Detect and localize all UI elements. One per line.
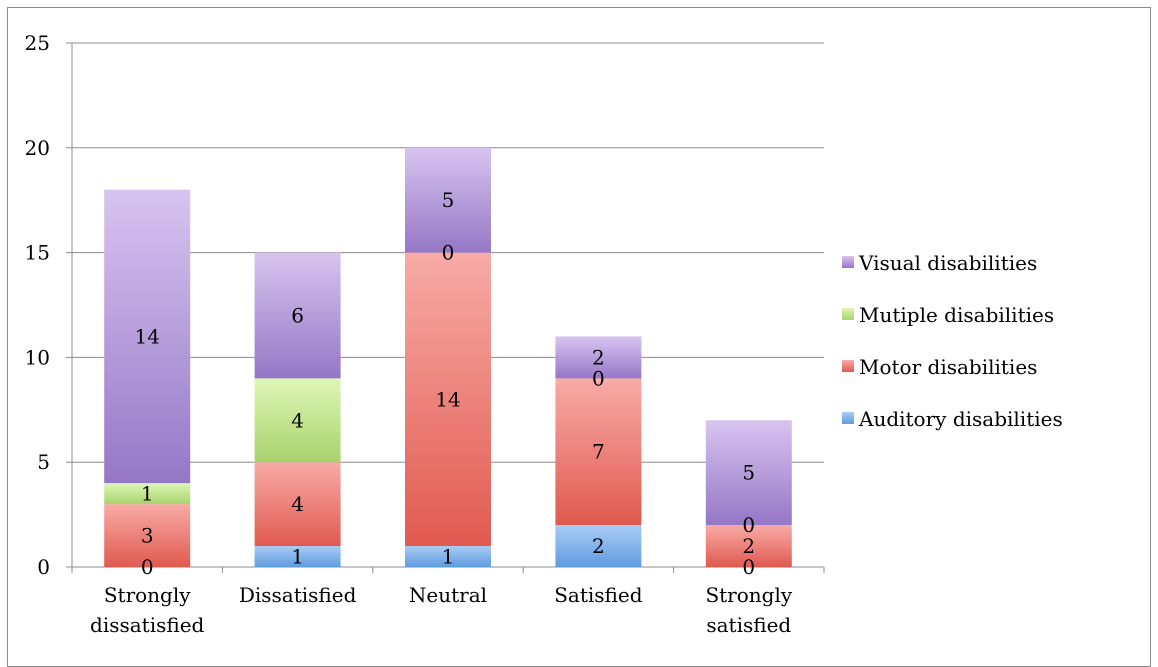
bar-auditory-disabilities-neutral (405, 546, 491, 567)
data-label-auditory-disabilities-neutral: 1 (442, 545, 455, 569)
data-label-visual-disabilities-dissatisfied: 6 (291, 303, 304, 327)
data-label-visual-disabilities-strongly-satisfied: 5 (742, 461, 755, 485)
y-tick-label-0: 0 (37, 555, 50, 579)
y-tick-label-25: 25 (25, 31, 50, 55)
bar-auditory-disabilities-satisfied (555, 525, 642, 567)
bar-mutiple-disabilities-strongly-dissatisfied (104, 483, 191, 505)
data-label-auditory-disabilities-strongly-satisfied: 0 (742, 555, 755, 579)
legend: Visual disabilities Mutiple disabilities M… (842, 251, 1063, 431)
bar-mutiple-disabilities-dissatisfied (254, 378, 341, 463)
bar-motor-disabilities-strongly-satisfied (705, 525, 792, 567)
legend-swatch-motor-disabilities (842, 360, 854, 372)
legend-label-visual-disabilities: Visual disabilities (858, 251, 1037, 275)
x-tick-label-strongly-satisfied: Strongly satisfied (705, 583, 792, 637)
data-label-mutiple-disabilities-neutral: 0 (442, 241, 455, 265)
legend-label-auditory-disabilities: Auditory disabilities (858, 407, 1063, 431)
legend-swatch-visual-disabilities (842, 256, 854, 268)
bar-auditory-disabilities-dissatisfied (254, 546, 341, 567)
y-tick-label-20: 20 (25, 136, 50, 160)
legend-swatch-mutiple-disabilities (842, 308, 854, 320)
bars (104, 147, 792, 567)
y-tick-label-5: 5 (37, 450, 50, 474)
bar-visual-disabilities-strongly-satisfied (705, 420, 792, 526)
bar-visual-disabilities-satisfied (555, 336, 642, 379)
data-label-visual-disabilities-satisfied: 2 (592, 345, 605, 369)
data-label-motor-disabilities-satisfied: 7 (592, 440, 605, 464)
x-tick-label-satisfied: Satisfied (554, 583, 642, 607)
bar-motor-disabilities-neutral (405, 252, 491, 547)
x-tick-label-strongly-dissatisfied: Strongly dissatisfied (90, 583, 205, 637)
y-axis-tick-labels: 0 5 10 15 20 25 (25, 31, 50, 579)
x-tick-label-dissatisfied: Dissatisfied (239, 583, 357, 607)
data-label-mutiple-disabilities-satisfied: 0 (592, 366, 605, 390)
data-label-motor-disabilities-dissatisfied: 4 (291, 492, 304, 516)
data-label-auditory-disabilities-satisfied: 2 (592, 534, 605, 558)
bar-visual-disabilities-strongly-dissatisfied (104, 189, 191, 484)
legend-swatch-auditory-disabilities (842, 412, 854, 424)
data-label-motor-disabilities-neutral: 14 (435, 387, 460, 411)
data-label-mutiple-disabilities-strongly-dissatisfied: 1 (141, 482, 154, 506)
data-label-visual-disabilities-neutral: 5 (442, 188, 455, 212)
data-label-motor-disabilities-strongly-satisfied: 2 (742, 534, 755, 558)
bar-motor-disabilities-dissatisfied (254, 462, 341, 547)
legend-label-motor-disabilities: Motor disabilities (859, 355, 1037, 379)
legend-label-mutiple-disabilities: Mutiple disabilities (859, 303, 1054, 327)
data-label-mutiple-disabilities-strongly-satisfied: 0 (742, 513, 755, 537)
y-tick-label-15: 15 (25, 241, 50, 265)
data-label-mutiple-disabilities-dissatisfied: 4 (291, 408, 304, 432)
data-label-auditory-disabilities-strongly-dissatisfied: 0 (141, 555, 154, 579)
x-axis-tick-labels: Strongly dissatisfied Dissatisfied Neutral S… (90, 583, 793, 637)
bar-visual-disabilities-neutral (405, 147, 491, 253)
data-label-motor-disabilities-strongly-dissatisfied: 3 (141, 524, 154, 548)
y-tick-label-10: 10 (25, 345, 50, 369)
x-tick-label-neutral: Neutral (409, 583, 487, 607)
bar-motor-disabilities-satisfied (555, 378, 642, 526)
data-label-visual-disabilities-strongly-dissatisfied: 14 (134, 324, 159, 348)
bar-motor-disabilities-strongly-dissatisfied (104, 504, 191, 567)
bar-visual-disabilities-dissatisfied (254, 252, 341, 379)
data-label-auditory-disabilities-dissatisfied: 1 (291, 545, 304, 569)
